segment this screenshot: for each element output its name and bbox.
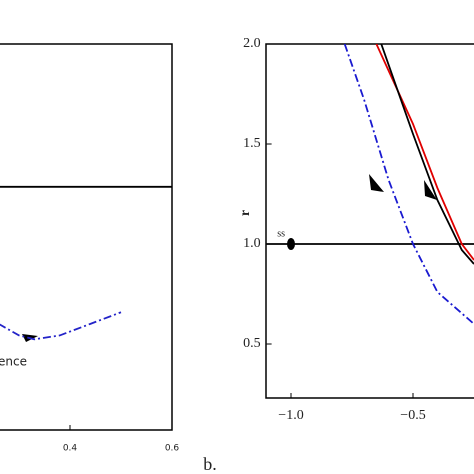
right-frame xyxy=(265,43,474,399)
annotation: ence xyxy=(0,355,27,369)
curve xyxy=(343,44,474,325)
y-tick-label: 2.0 xyxy=(243,36,261,51)
curve xyxy=(380,44,474,265)
arrowhead xyxy=(369,174,384,192)
point-label: ss xyxy=(277,228,285,239)
y-tick-label: 1.5 xyxy=(243,136,261,151)
y-tick-label: 0.5 xyxy=(243,336,261,351)
point xyxy=(287,238,295,250)
y-tick-label: 1.0 xyxy=(243,236,261,251)
curve xyxy=(0,311,122,341)
panel-label: b. xyxy=(203,454,217,474)
x-tick-label: 0.4 xyxy=(63,444,78,454)
curve xyxy=(375,44,474,261)
y-axis-label: r xyxy=(238,210,253,216)
arrowhead xyxy=(424,180,437,200)
x-tick-label: 0.6 xyxy=(165,444,180,454)
x-tick-label: −0.5 xyxy=(400,408,425,423)
x-tick-label: −1.0 xyxy=(278,408,303,423)
left-frame xyxy=(0,43,173,431)
